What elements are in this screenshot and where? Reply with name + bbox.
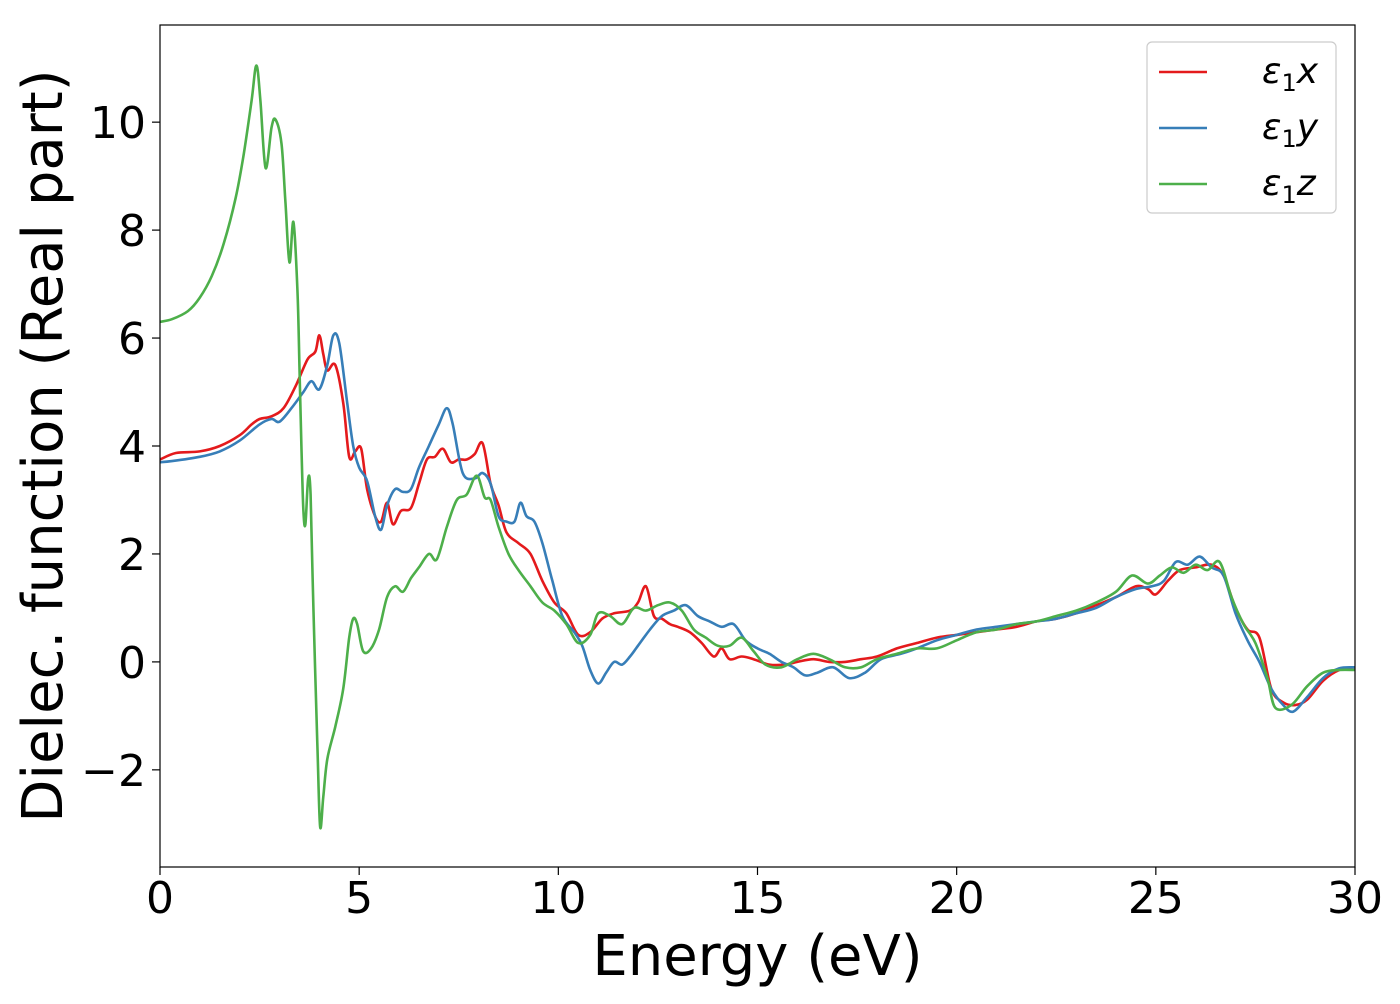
legend-item-x[interactable]: ε1x [1159,51,1319,97]
x-tick-label: 30 [1327,873,1383,924]
legend-box [1146,41,1337,214]
x-axis-label: Energy (eV) [592,924,922,989]
x-tick-label: 10 [530,873,586,924]
series-line-y [160,332,1355,714]
y-tick-label: 8 [118,206,146,257]
y-tick-label: −2 [81,746,146,797]
x-tick-label: 0 [146,873,174,924]
y-tick-label: 0 [118,638,146,689]
legend-label: ε1x [1262,51,1319,97]
legend-label: ε1z [1262,163,1317,209]
y-axis-label: Dielec. function (Real part) [11,69,76,822]
legend-item-z[interactable]: ε1z [1159,163,1317,209]
y-tick-label: 4 [118,422,146,473]
x-tick-label: 20 [929,873,985,924]
x-tick-label: 15 [730,873,786,924]
series-line-z [160,64,1355,830]
legend-item-y[interactable]: ε1y [1159,107,1319,153]
x-tick-label: 5 [345,873,373,924]
y-axis-ticks: −2 0 2 4 6 8 10 [81,98,160,797]
legend[interactable]: ε1x ε1y ε1z [1146,41,1337,214]
legend-label: ε1y [1262,107,1319,153]
series-layer [160,64,1355,830]
x-tick-label: 25 [1128,873,1184,924]
y-tick-label: 6 [118,314,146,365]
y-tick-label: 10 [90,98,146,149]
x-axis-ticks: 0 5 10 15 20 25 30 [146,867,1383,924]
y-tick-label: 2 [118,530,146,581]
